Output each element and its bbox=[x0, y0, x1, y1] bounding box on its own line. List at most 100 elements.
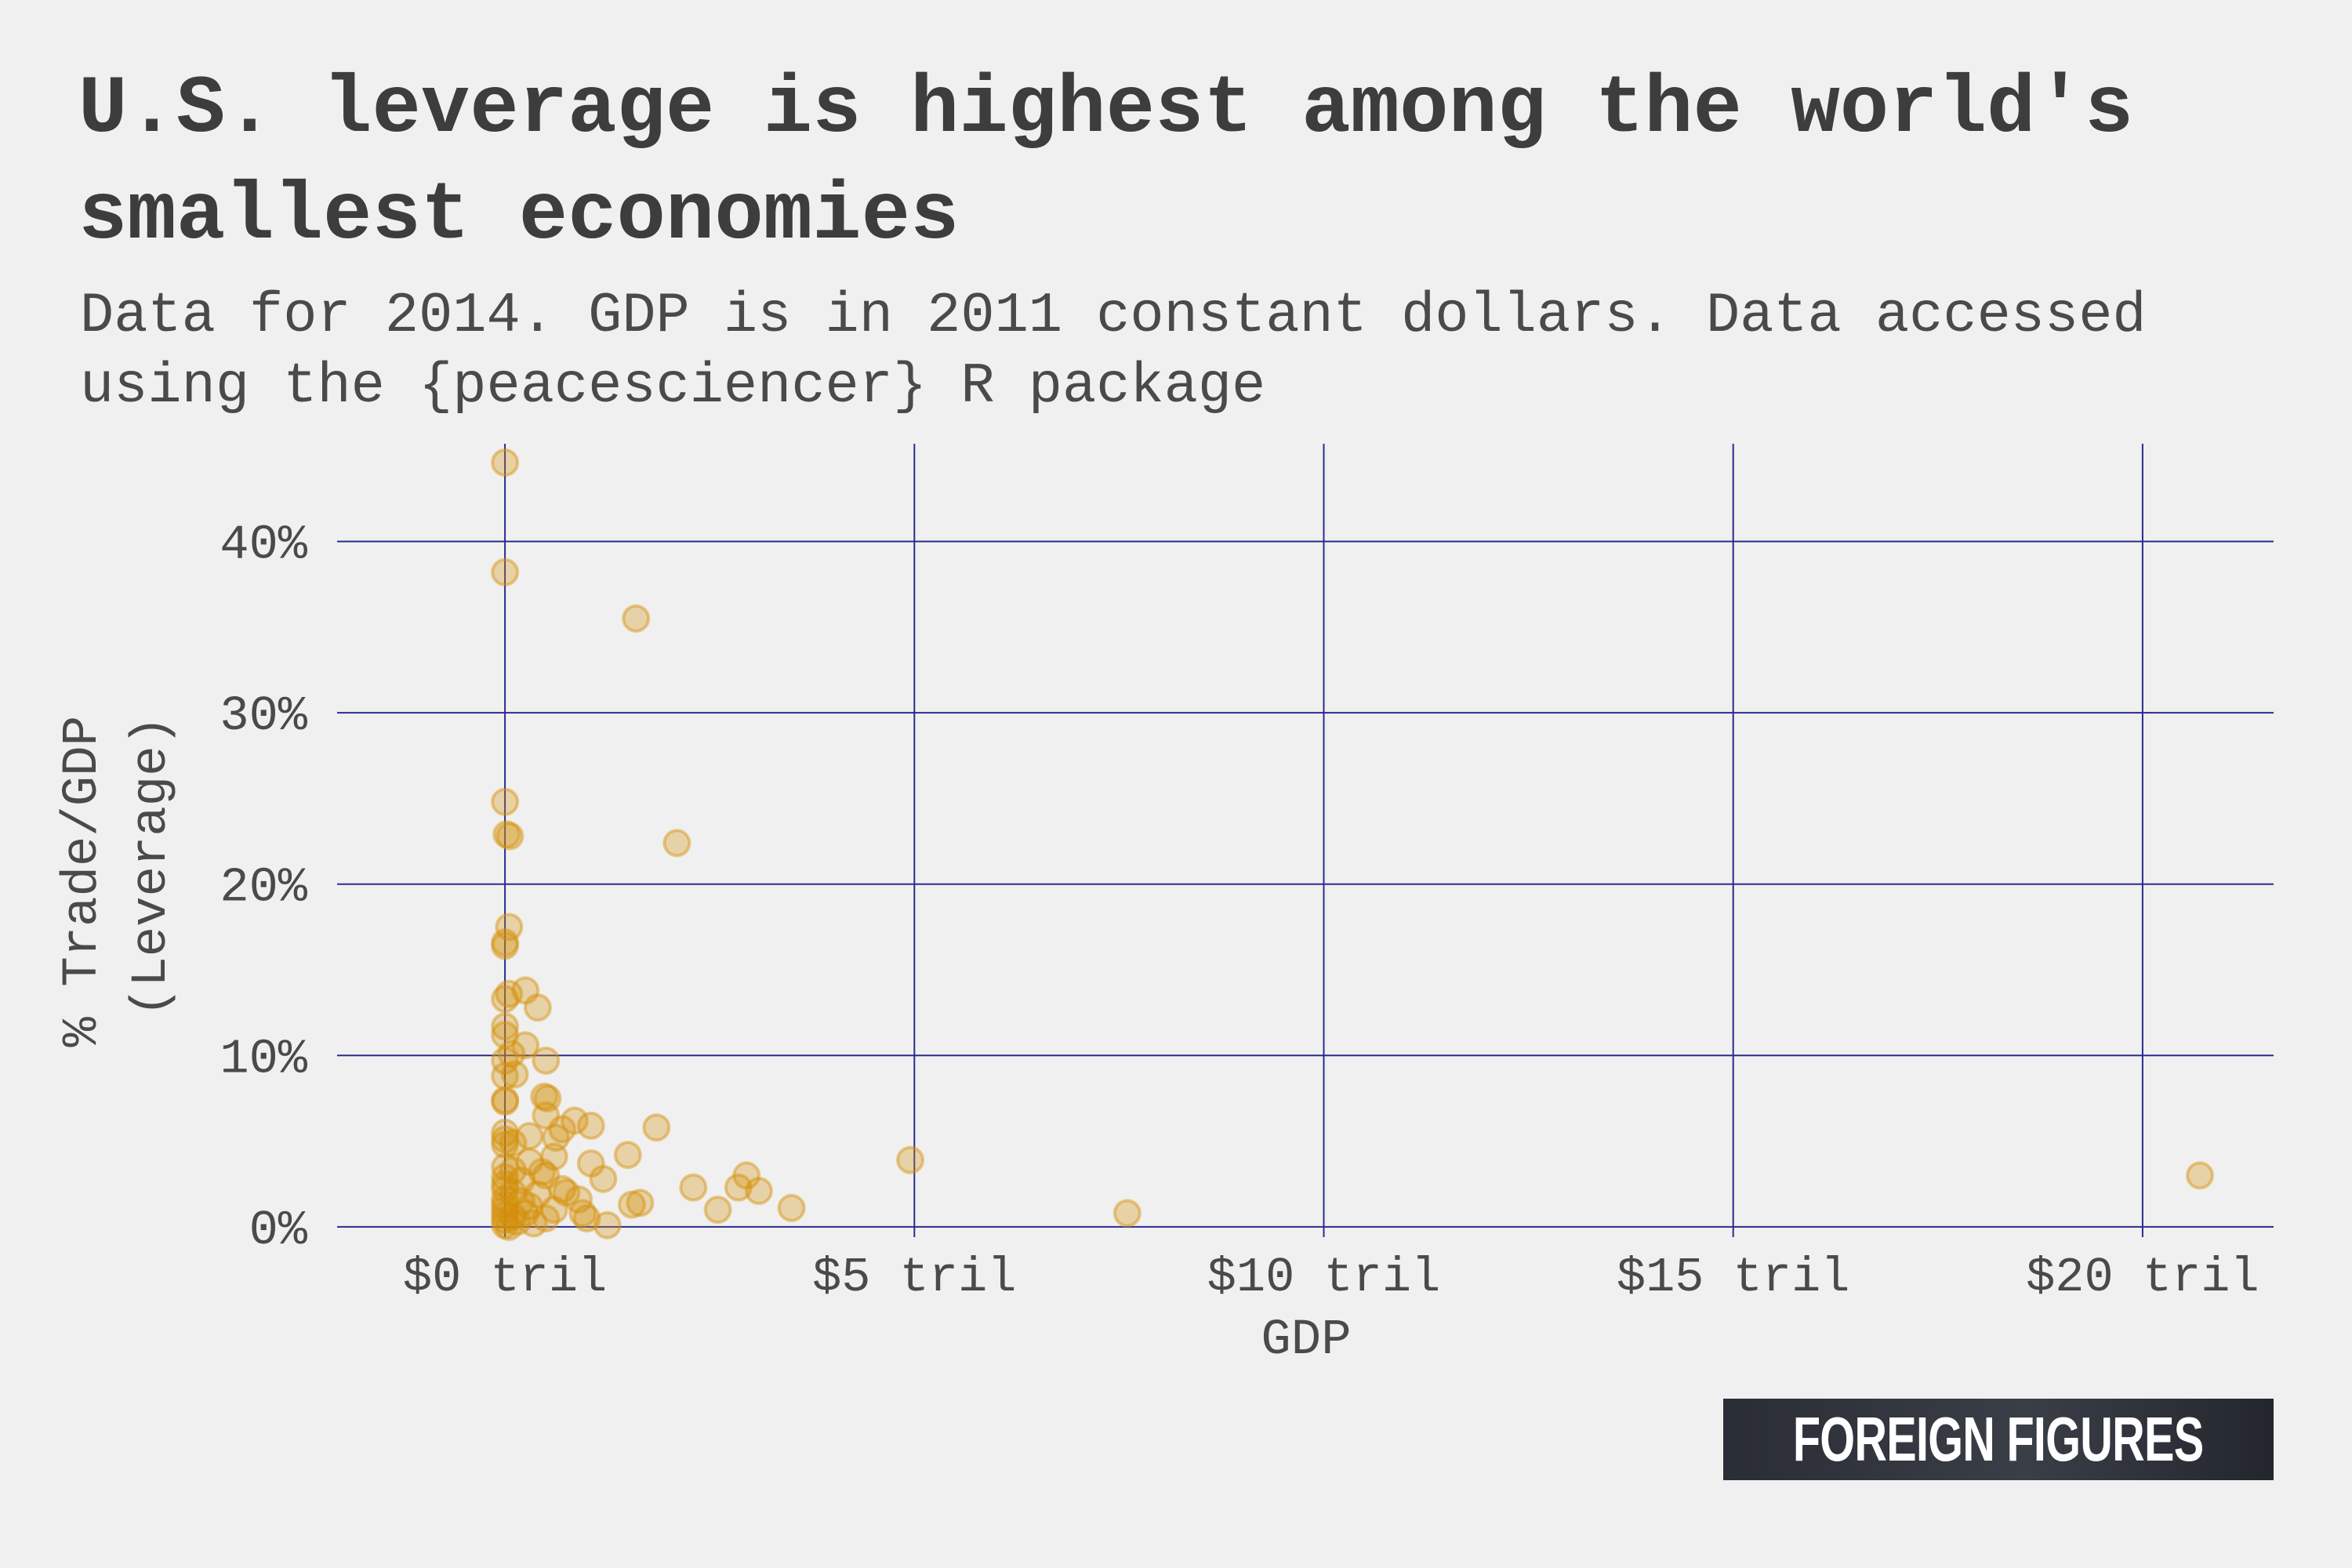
data-point bbox=[744, 1177, 773, 1205]
data-point bbox=[532, 1161, 561, 1190]
data-point bbox=[491, 787, 520, 816]
foreign-figures-logo: FOREIGN FIGURES bbox=[1723, 1399, 2274, 1480]
data-point bbox=[491, 448, 520, 477]
data-point bbox=[491, 928, 520, 957]
data-point bbox=[523, 993, 552, 1022]
data-point bbox=[515, 1122, 544, 1150]
chart-title: U.S. leverage is highest among the world… bbox=[78, 64, 2134, 263]
data-point bbox=[568, 1199, 597, 1228]
data-point bbox=[589, 1164, 618, 1193]
data-point bbox=[541, 1123, 570, 1152]
x-axis-ticks: $0 tril $5 tril $10 tril $15 tril $20 tril bbox=[403, 1250, 2259, 1305]
data-point bbox=[572, 1204, 601, 1232]
data-point bbox=[533, 1084, 562, 1112]
data-point bbox=[491, 1118, 520, 1147]
data-point bbox=[530, 1082, 559, 1111]
data-point bbox=[548, 1115, 577, 1144]
data-point bbox=[495, 979, 524, 1008]
y-tick-label: 40% bbox=[220, 517, 307, 573]
data-point bbox=[1112, 1199, 1142, 1228]
data-point bbox=[499, 1128, 528, 1157]
x-tick-label: $0 tril bbox=[403, 1250, 607, 1305]
data-point bbox=[491, 1170, 520, 1199]
x-tick-label: $20 tril bbox=[2026, 1250, 2259, 1305]
y-axis-title: % Trade/GDP (Leverage) bbox=[55, 686, 180, 1047]
data-point bbox=[560, 1106, 589, 1135]
data-point bbox=[622, 604, 651, 633]
data-point bbox=[491, 1012, 520, 1041]
data-point bbox=[732, 1161, 761, 1190]
data-point bbox=[495, 1212, 524, 1241]
data-point bbox=[523, 1180, 552, 1209]
data-point bbox=[532, 1046, 561, 1075]
data-point bbox=[491, 557, 520, 586]
data-point bbox=[495, 822, 524, 851]
y-tick-label: 30% bbox=[220, 688, 307, 744]
data-point bbox=[499, 1202, 528, 1231]
x-tick-label: $15 tril bbox=[1617, 1250, 1850, 1305]
data-point bbox=[539, 1196, 568, 1224]
y-tick-label: 20% bbox=[220, 860, 307, 916]
data-point bbox=[491, 1185, 520, 1214]
data-point bbox=[618, 1190, 646, 1219]
data-point bbox=[491, 1046, 520, 1075]
x-axis-title: GDP bbox=[1261, 1312, 1351, 1369]
data-point bbox=[503, 1207, 532, 1236]
data-point bbox=[491, 1087, 520, 1116]
data-point bbox=[491, 1152, 520, 1181]
data-point bbox=[491, 1131, 520, 1159]
data-point bbox=[519, 1209, 548, 1238]
data-point bbox=[499, 1178, 528, 1207]
data-point bbox=[491, 1200, 520, 1229]
data-point bbox=[492, 820, 521, 849]
data-point bbox=[507, 1166, 535, 1195]
data-point bbox=[613, 1141, 642, 1170]
data-point bbox=[532, 1101, 561, 1130]
data-point bbox=[552, 1178, 581, 1207]
data-point bbox=[491, 1086, 520, 1115]
data-point bbox=[515, 1192, 544, 1221]
data-point bbox=[576, 1149, 605, 1178]
data-point bbox=[491, 985, 520, 1014]
data-point bbox=[491, 1196, 520, 1224]
data-point bbox=[896, 1145, 925, 1174]
data-point bbox=[491, 1174, 520, 1203]
data-point bbox=[548, 1174, 577, 1203]
data-point bbox=[499, 1156, 528, 1185]
data-point bbox=[626, 1189, 655, 1218]
x-tick-label: $5 tril bbox=[812, 1250, 1016, 1305]
data-point bbox=[491, 1210, 520, 1240]
data-point bbox=[491, 1125, 520, 1154]
y-tick-label: 0% bbox=[249, 1203, 308, 1258]
chart-subtitle: Data for 2014. GDP is in 2011 constant d… bbox=[80, 284, 2147, 419]
data-point bbox=[491, 1206, 520, 1235]
data-point bbox=[515, 1147, 544, 1176]
data-point bbox=[642, 1113, 671, 1142]
data-point bbox=[576, 1111, 605, 1140]
y-axis-ticks: 0% 10% 20% 30% 40% bbox=[220, 517, 307, 1258]
data-point bbox=[528, 1157, 557, 1186]
data-point bbox=[491, 1021, 520, 1050]
data-point bbox=[511, 1199, 540, 1228]
data-point bbox=[2186, 1161, 2214, 1190]
y-tick-label: 10% bbox=[220, 1031, 307, 1087]
data-point bbox=[777, 1193, 806, 1222]
data-point bbox=[703, 1196, 732, 1224]
data-point bbox=[507, 1187, 535, 1216]
data-point bbox=[593, 1210, 622, 1240]
data-point bbox=[491, 1190, 520, 1219]
x-tick-label: $10 tril bbox=[1207, 1250, 1441, 1305]
data-point bbox=[497, 1040, 526, 1069]
data-point bbox=[539, 1142, 568, 1171]
data-point bbox=[724, 1173, 753, 1202]
data-point bbox=[511, 1031, 540, 1060]
data-point bbox=[532, 1204, 561, 1232]
data-point bbox=[491, 931, 520, 960]
data-point bbox=[491, 1062, 520, 1091]
data-points bbox=[491, 448, 2214, 1241]
logo-text: FOREIGN FIGURES bbox=[1793, 1404, 2204, 1474]
data-point bbox=[564, 1185, 593, 1214]
data-point bbox=[679, 1173, 708, 1202]
data-point bbox=[511, 976, 540, 1005]
